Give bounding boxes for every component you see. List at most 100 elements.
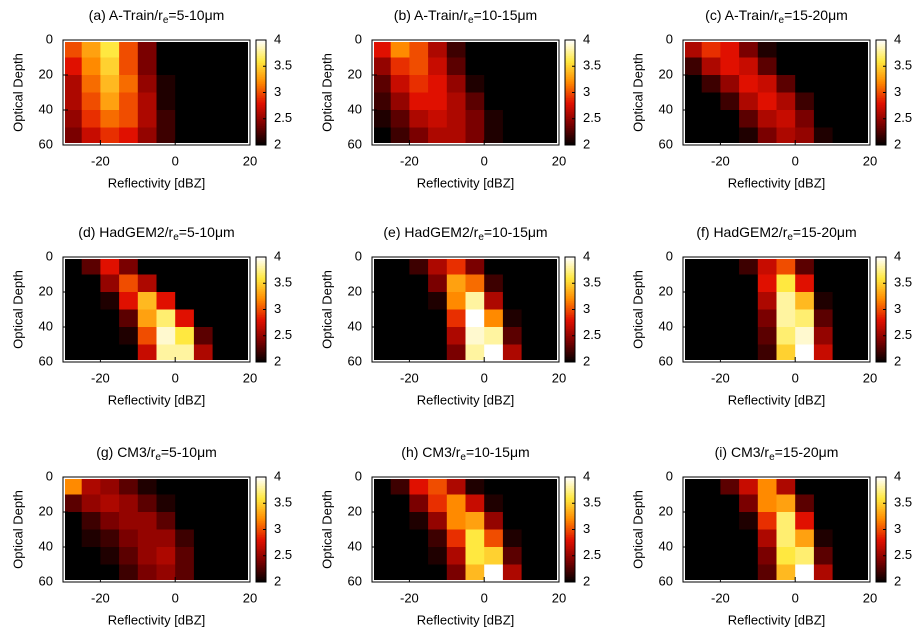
heatmap-cell <box>193 127 213 146</box>
colorbar-step <box>256 325 266 328</box>
heatmap-cell <box>757 274 777 293</box>
heatmap-cell <box>813 75 833 93</box>
colorbar-step <box>876 55 886 58</box>
colorbar-step <box>256 557 266 560</box>
heatmap-cell <box>832 564 852 583</box>
colorbar-step <box>256 527 266 530</box>
colorbar-step <box>256 66 266 69</box>
heatmap-cell <box>409 309 429 328</box>
colorbar-step <box>565 124 575 127</box>
x-axis-label: Reflectivity [dBZ] <box>728 392 826 407</box>
heatmap-cell <box>813 547 833 565</box>
colorbar-step <box>256 320 266 323</box>
colorbar-tick-label: 2 <box>583 353 590 368</box>
plot-frame <box>683 40 870 145</box>
heatmap-cell <box>776 344 796 363</box>
heatmap-cell <box>776 127 796 146</box>
colorbar-step <box>876 330 886 333</box>
heatmap-cell <box>231 547 251 565</box>
heatmap-cell <box>193 92 213 111</box>
colorbar-step <box>876 533 886 536</box>
y-tick-label: 0 <box>666 468 673 483</box>
colorbar-step <box>256 264 266 267</box>
heatmap-cell <box>701 274 721 293</box>
heatmap-cell <box>465 529 485 548</box>
colorbar-tick-label: 2 <box>583 136 590 151</box>
heatmap-cell <box>446 57 466 76</box>
colorbar-step <box>256 76 266 79</box>
colorbar-step <box>565 561 575 564</box>
heatmap-cell <box>683 274 703 293</box>
colorbar-step <box>565 139 575 142</box>
colorbar-step <box>565 489 575 492</box>
colorbar-step <box>565 285 575 288</box>
colorbar-step <box>876 327 886 330</box>
colorbar-step <box>256 94 266 97</box>
y-tick-label: 40 <box>348 101 362 116</box>
heatmap-cell <box>757 292 777 310</box>
heatmap-cell <box>795 257 815 275</box>
colorbar-step <box>256 48 266 51</box>
heatmap-cell <box>156 327 176 345</box>
colorbar-step <box>256 505 266 508</box>
x-axis-label: Reflectivity [dBZ] <box>728 612 826 627</box>
plot-border <box>62 256 251 363</box>
colorbar-step <box>565 111 575 114</box>
colorbar-step <box>876 353 886 356</box>
colorbar-step <box>876 478 886 481</box>
colorbar-step <box>565 311 575 314</box>
colorbar-step <box>256 547 266 550</box>
heatmap-cell <box>465 512 485 530</box>
heatmap-cell <box>832 57 852 76</box>
heatmap-cell <box>137 57 157 76</box>
colorbar-tick-label: 3.5 <box>583 275 601 290</box>
colorbar-step <box>565 313 575 316</box>
heatmap-cell <box>540 292 560 310</box>
colorbar-step <box>876 571 886 574</box>
colorbar-step <box>256 139 266 142</box>
y-tick-label: 20 <box>659 503 673 518</box>
heatmap-cell <box>540 477 560 495</box>
heatmap-cell <box>851 494 871 513</box>
colorbar-step <box>876 520 886 523</box>
heatmap-cell <box>757 127 777 146</box>
heatmap-cell <box>372 512 392 530</box>
heatmap-cell <box>63 512 83 530</box>
heatmap-cell <box>540 274 560 293</box>
colorbar-step <box>876 106 886 109</box>
colorbar-step <box>876 559 886 562</box>
colorbar-step <box>565 302 575 305</box>
heatmap-cell <box>390 529 410 548</box>
colorbar-step <box>256 113 266 116</box>
colorbar-step <box>256 323 266 326</box>
heatmap-cell <box>409 92 429 111</box>
y-tick-label: 0 <box>666 248 673 263</box>
colorbar-step <box>256 127 266 130</box>
heatmap-cell <box>720 327 740 345</box>
heatmap-cell <box>683 127 703 146</box>
heatmap-cell <box>465 127 485 146</box>
heatmap-cell <box>231 529 251 548</box>
colorbar-step <box>876 57 886 60</box>
heatmap-cell <box>81 494 101 513</box>
heatmap-cell <box>502 529 522 548</box>
colorbar-step <box>876 139 886 142</box>
heatmap-cell <box>851 529 871 548</box>
colorbar-step <box>256 124 266 127</box>
colorbar-step <box>565 288 575 291</box>
heatmap-cell <box>851 257 871 275</box>
colorbar-step <box>876 534 886 537</box>
colorbar-step <box>876 569 886 572</box>
heatmap-cell <box>739 327 759 345</box>
heatmap-cell <box>175 512 195 530</box>
heatmap-cell <box>757 512 777 530</box>
heatmap-cell <box>100 494 120 513</box>
heatmap-cell <box>390 327 410 345</box>
heatmap-cell <box>175 292 195 310</box>
colorbar-step <box>876 557 886 560</box>
colorbar-step <box>876 64 886 67</box>
colorbar-tick-label: 2 <box>894 136 901 151</box>
colorbar-step <box>876 321 886 324</box>
heatmap-cell <box>832 292 852 310</box>
heatmap-cell <box>683 564 703 583</box>
